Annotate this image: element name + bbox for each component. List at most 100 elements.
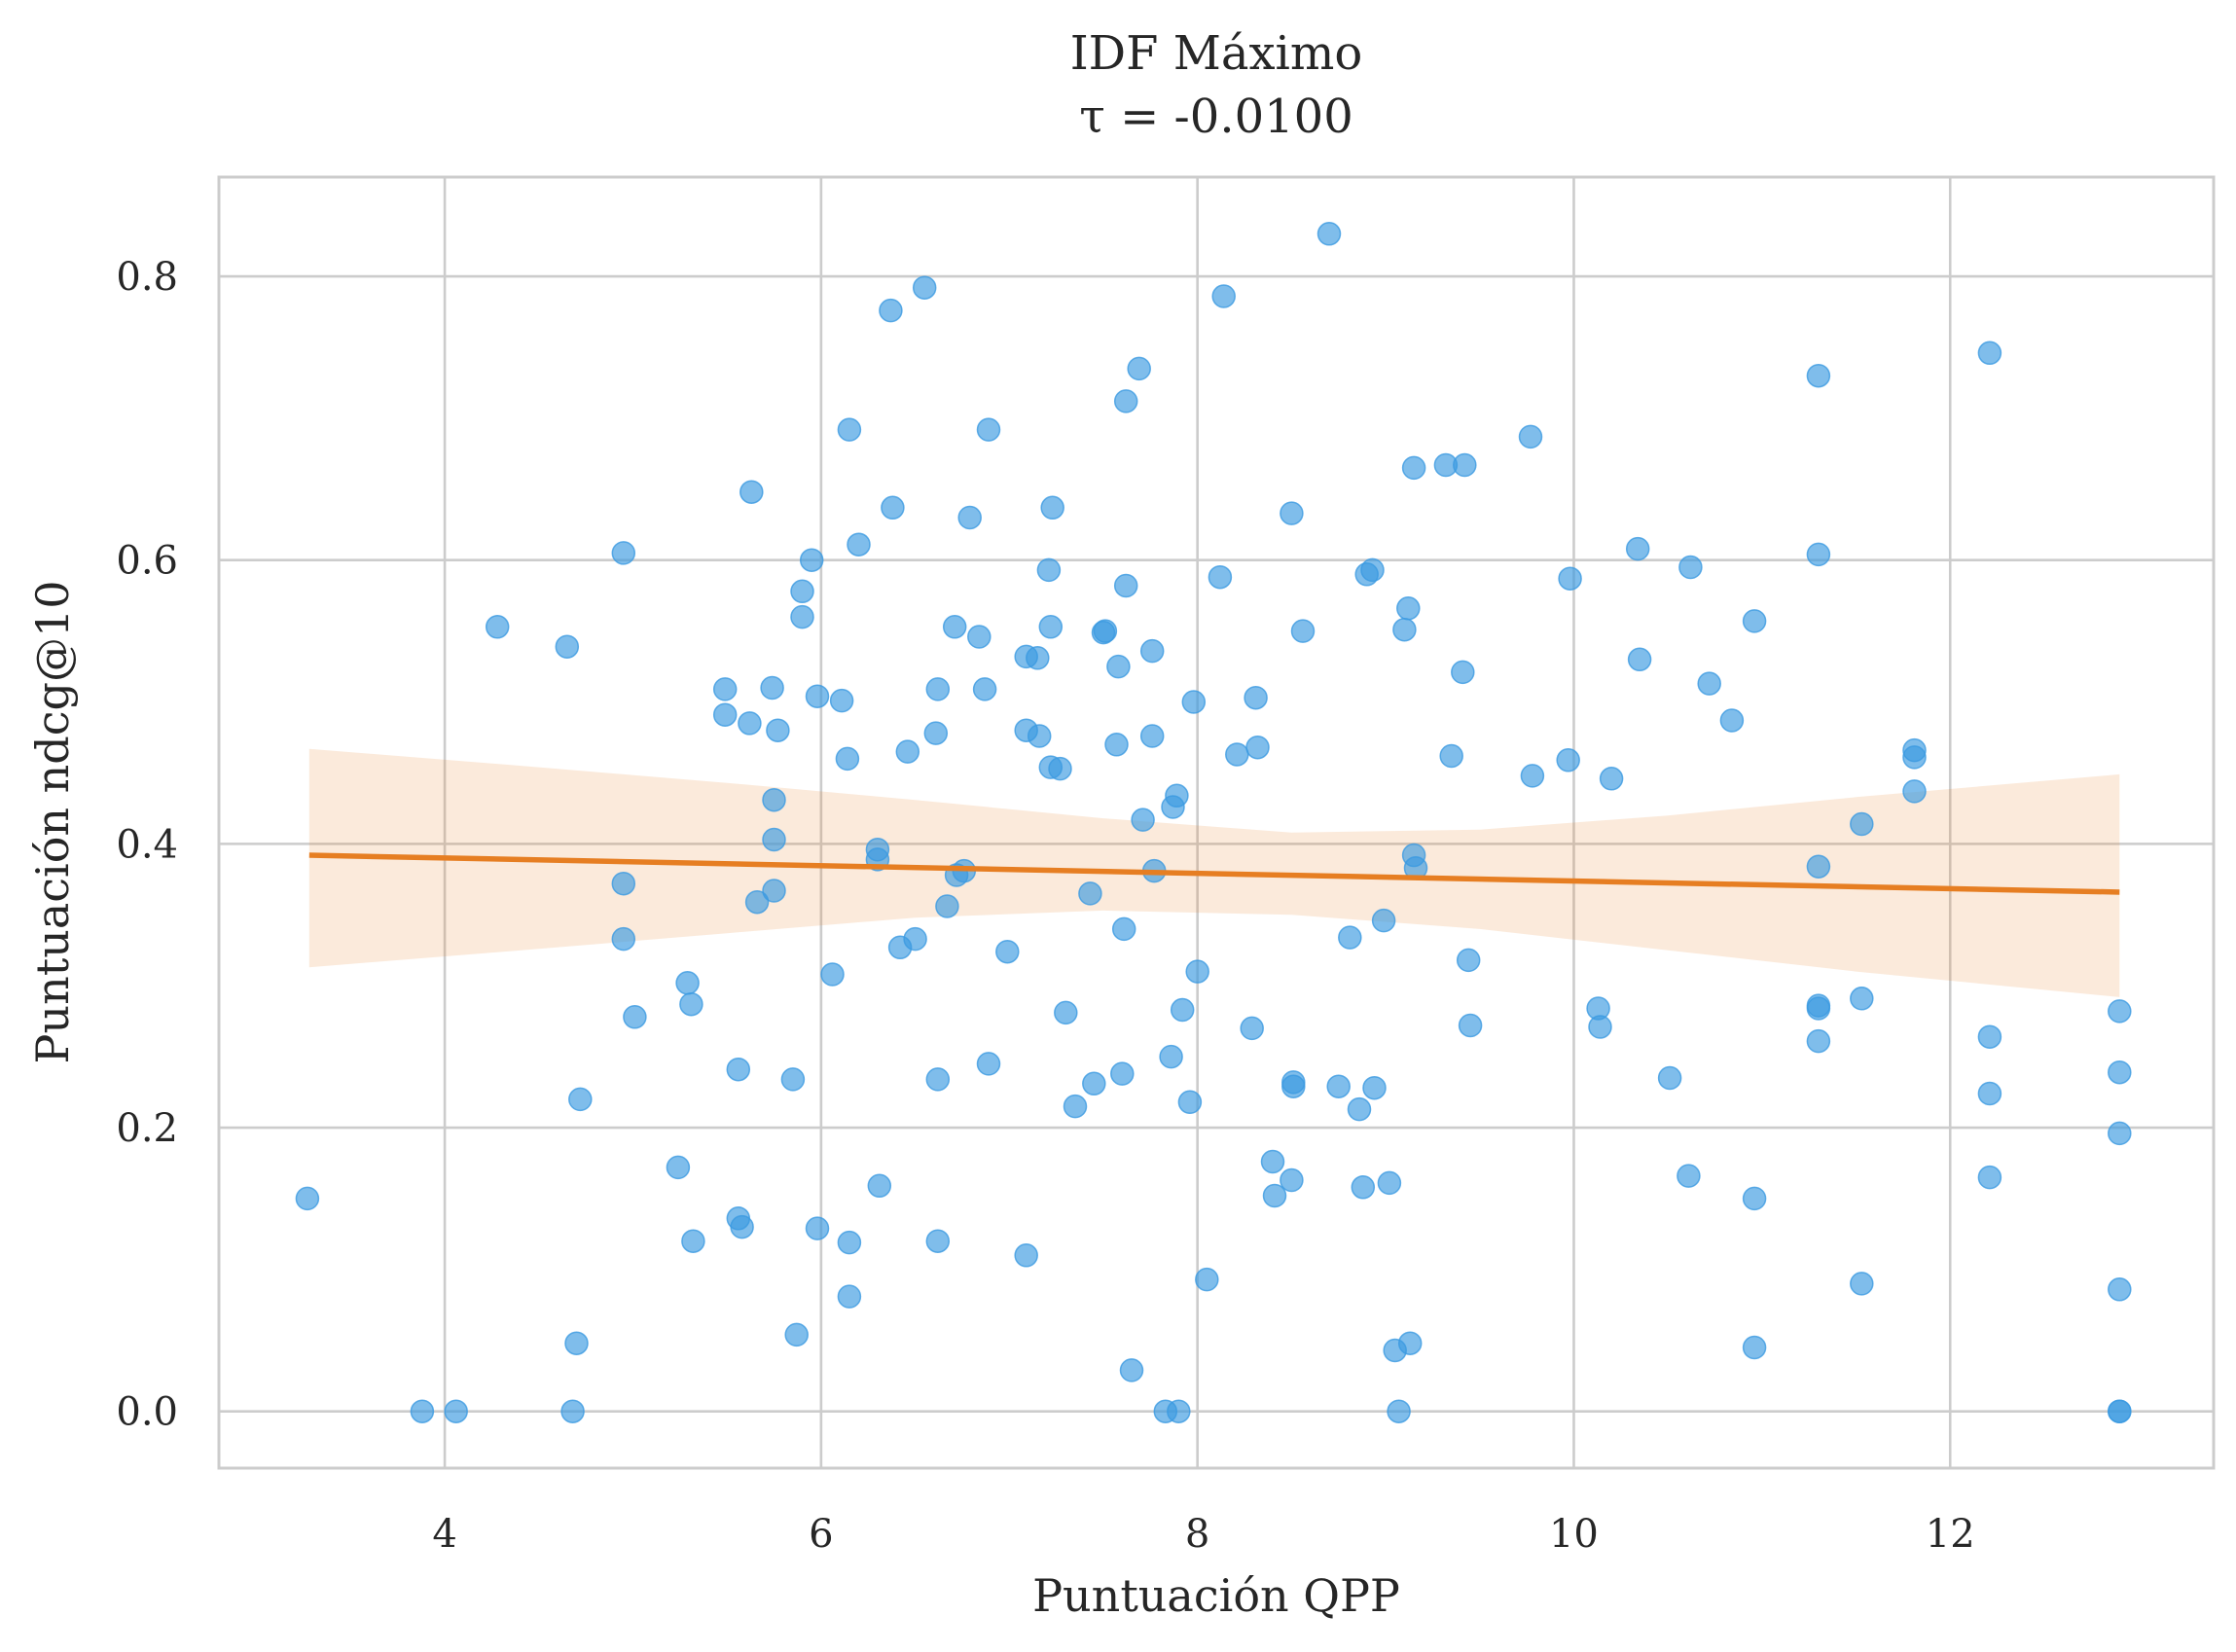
data-point <box>1520 764 1545 788</box>
data-point <box>1377 1170 1402 1196</box>
data-point <box>712 702 738 727</box>
data-point <box>1027 724 1052 748</box>
data-point <box>972 677 997 701</box>
data-point <box>1262 1183 1287 1208</box>
data-point <box>1040 495 1064 521</box>
data-point <box>1697 671 1721 696</box>
data-point <box>1347 1096 1372 1122</box>
data-point <box>1281 1074 1306 1098</box>
data-point <box>712 677 738 701</box>
data-point <box>738 711 762 736</box>
data-point <box>1159 1044 1183 1069</box>
data-point <box>1104 733 1129 757</box>
data-point <box>410 1399 435 1423</box>
data-point <box>1453 452 1477 478</box>
data-point <box>1245 735 1270 760</box>
data-point <box>1280 501 1304 525</box>
data-point <box>1113 389 1138 413</box>
data-point <box>1280 1167 1304 1193</box>
data-point <box>835 746 860 772</box>
data-point <box>820 962 845 987</box>
data-point <box>1316 222 1342 246</box>
data-point <box>1351 1175 1376 1200</box>
grid <box>219 177 2214 1468</box>
data-point <box>1401 455 1426 481</box>
data-point <box>2108 1059 2132 1085</box>
data-point <box>1678 555 1703 580</box>
data-point <box>1131 808 1155 832</box>
data-point <box>760 675 784 700</box>
data-point <box>1599 767 1624 791</box>
data-point <box>1139 724 1165 748</box>
data-point <box>1165 783 1189 808</box>
data-point <box>1625 536 1650 561</box>
data-point <box>1451 660 1475 685</box>
data-point <box>912 275 937 300</box>
data-point <box>611 871 636 896</box>
data-point <box>762 827 786 852</box>
data-point <box>1106 654 1131 679</box>
data-point <box>1556 748 1580 772</box>
data-point <box>1181 690 1207 714</box>
data-point <box>1850 1272 1874 1296</box>
data-point <box>1326 1074 1351 1098</box>
data-point <box>1110 1061 1135 1086</box>
scatter-points <box>295 222 2132 1423</box>
data-point <box>611 541 636 565</box>
data-point <box>1127 356 1151 381</box>
data-point <box>1392 617 1417 642</box>
x-axis-label: Puntuación QPP <box>1032 1569 1400 1622</box>
data-point <box>879 298 903 323</box>
data-point <box>2108 1121 2132 1146</box>
data-point <box>1195 1267 1219 1292</box>
data-point <box>739 480 764 504</box>
data-point <box>837 1284 862 1309</box>
data-point <box>1806 363 1831 388</box>
data-point <box>744 889 770 915</box>
data-point <box>1977 1081 2002 1106</box>
data-point <box>1902 745 1927 770</box>
regression-line <box>308 852 2120 895</box>
data-point <box>805 684 830 708</box>
data-point <box>1036 557 1062 583</box>
data-point <box>1139 638 1165 664</box>
data-point <box>1657 1065 1682 1091</box>
data-point <box>762 787 786 812</box>
data-point <box>681 1229 705 1253</box>
data-point <box>1806 854 1831 879</box>
data-point <box>1677 1164 1701 1188</box>
data-point <box>295 1186 320 1211</box>
data-point <box>485 615 510 639</box>
tick-labels: 4 6 8 10 12 0.0 0.2 0.4 0.6 0.8 <box>116 255 1974 1557</box>
data-point <box>1170 997 1195 1023</box>
data-point <box>790 579 814 604</box>
data-point <box>942 615 967 639</box>
y-tick-label: 0.2 <box>116 1106 178 1151</box>
data-point <box>766 718 790 742</box>
y-tick-label: 0.4 <box>116 822 178 867</box>
data-point <box>1290 619 1316 643</box>
data-point <box>1588 1015 1612 1039</box>
data-point <box>1977 341 2002 366</box>
data-point <box>1371 908 1396 933</box>
data-point <box>1850 987 1874 1011</box>
data-point <box>1627 647 1652 672</box>
data-point <box>1396 596 1421 621</box>
data-point <box>679 991 703 1017</box>
y-axis-label: Puntuación ndcg@10 <box>26 581 79 1064</box>
data-point <box>881 495 905 521</box>
data-point <box>2108 999 2132 1024</box>
data-point <box>1026 646 1050 670</box>
data-point <box>1244 685 1268 710</box>
data-point <box>1240 1016 1264 1041</box>
data-point <box>1260 1149 1285 1174</box>
data-point <box>1458 1013 1483 1038</box>
data-point <box>1850 811 1874 837</box>
data-point <box>895 739 920 764</box>
data-point <box>976 417 1001 442</box>
data-point <box>611 926 636 952</box>
data-point <box>1167 1399 1191 1423</box>
data-point <box>1806 542 1831 567</box>
data-point <box>1119 1358 1144 1383</box>
